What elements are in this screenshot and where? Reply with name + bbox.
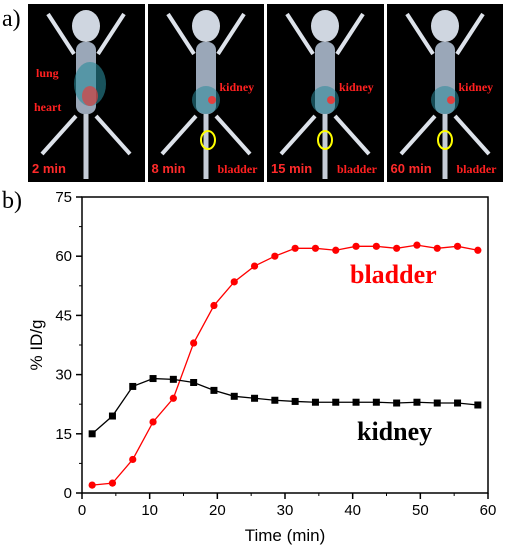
bladder-point	[230, 278, 238, 286]
organ-label: lung	[36, 66, 59, 80]
y-tick-label: 30	[55, 367, 72, 384]
bladder-point	[332, 246, 340, 254]
kidney-point	[332, 398, 340, 406]
bladder-point	[311, 244, 320, 252]
kidney-point	[108, 412, 116, 420]
kidney-point	[149, 375, 157, 383]
panel-a-label: a)	[2, 6, 21, 32]
kidney-point	[210, 386, 218, 394]
x-tick-label: 60	[480, 502, 497, 519]
kidney-point	[474, 401, 482, 409]
mouse-scan-graphic	[160, 10, 251, 179]
organ-label: kidney	[458, 80, 494, 94]
organ-label: bladder	[217, 162, 258, 176]
scan-image-1: lung heart 2 min	[28, 4, 145, 182]
kidney-point	[129, 382, 137, 390]
scan-image-4: kidney bladder 60 min	[386, 4, 503, 182]
scan-image-3: kidney bladder 15 min	[267, 4, 384, 182]
scan-time-label: 60 min	[390, 161, 432, 176]
x-axis-label: Time (min)	[245, 526, 326, 545]
scan-time-label: 8 min	[151, 161, 186, 176]
bladder-point	[250, 262, 259, 270]
bladder-point	[352, 242, 360, 250]
panel-b-label: b)	[2, 188, 22, 214]
kidney-annotation: kidney	[357, 417, 432, 446]
kidney-point	[271, 396, 279, 404]
scan-time-label: 15 min	[271, 161, 313, 176]
bladder-point	[393, 244, 401, 252]
x-tick-label: 40	[344, 502, 361, 519]
x-tick-label: 20	[209, 502, 226, 519]
line-chart: 0 10 20 30 40 50 60 0 15 30 45 60 75 Time (min) % ID/g…	[27, 189, 497, 545]
y-tick-label: 60	[55, 248, 72, 265]
bladder-point	[210, 301, 218, 310]
scan-image-2: kidney bladder 8 min	[147, 4, 264, 182]
y-tick-label: 15	[55, 426, 72, 443]
kidney-point	[372, 398, 380, 406]
bladder-point	[372, 242, 380, 250]
organ-label: bladder	[456, 162, 497, 176]
bladder-point	[413, 241, 421, 249]
bladder-point	[474, 246, 482, 254]
mouse-scan-graphic	[40, 10, 132, 179]
bladder-point	[149, 418, 157, 426]
kidney-point	[454, 399, 462, 407]
bladder-point	[88, 481, 96, 489]
kidney-point	[291, 397, 299, 405]
organ-label: kidney	[339, 80, 374, 94]
kidney-point	[230, 392, 238, 400]
bladder-point	[190, 339, 198, 347]
bladder-annotation: bladder	[350, 260, 437, 289]
kidney-point	[311, 398, 319, 406]
x-tick-label: 0	[78, 502, 86, 519]
kidney-point	[433, 399, 441, 407]
organ-label: heart	[34, 100, 62, 114]
organ-label: kidney	[219, 80, 255, 94]
bladder-point	[453, 242, 462, 250]
y-axis-label: % ID/g	[27, 319, 46, 370]
x-tick-label: 30	[277, 502, 294, 519]
kidney-point	[190, 378, 198, 386]
kidney-point	[251, 394, 259, 402]
y-tick-label: 0	[64, 485, 72, 502]
scan-image-row: lung heart 2 min kidney bladder 8 min	[28, 4, 503, 182]
bladder-point	[291, 244, 299, 252]
bladder-point	[271, 252, 279, 260]
y-tick-label: 45	[55, 307, 72, 324]
mouse-scan-graphic	[279, 10, 371, 179]
organ-label: bladder	[337, 162, 378, 176]
plot-frame	[81, 196, 489, 494]
kidney-point	[88, 430, 96, 438]
x-tick-label: 10	[141, 502, 158, 519]
bladder-point	[108, 479, 117, 487]
kidney-point	[413, 398, 421, 406]
kidney-point	[352, 398, 360, 406]
mouse-scan-graphic	[399, 10, 490, 179]
kidney-point	[169, 375, 177, 383]
scan-time-label: 2 min	[32, 161, 66, 176]
bladder-point	[169, 394, 177, 402]
bladder-point	[129, 455, 137, 464]
y-tick-label: 75	[55, 189, 72, 206]
bladder-point	[433, 244, 441, 252]
kidney-point	[393, 399, 401, 407]
x-tick-label: 50	[412, 502, 429, 519]
